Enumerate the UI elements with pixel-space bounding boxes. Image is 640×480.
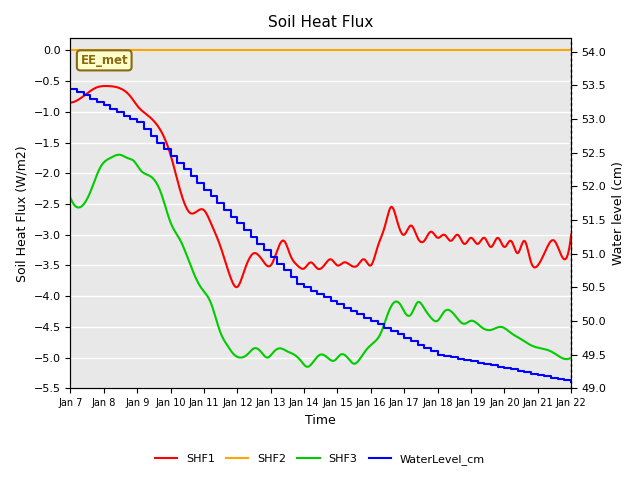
- Y-axis label: Water level (cm): Water level (cm): [612, 161, 625, 265]
- X-axis label: Time: Time: [305, 414, 336, 427]
- Title: Soil Heat Flux: Soil Heat Flux: [268, 15, 374, 30]
- Text: EE_met: EE_met: [81, 54, 128, 67]
- Y-axis label: Soil Heat Flux (W/m2): Soil Heat Flux (W/m2): [15, 145, 28, 282]
- Legend: SHF1, SHF2, SHF3, WaterLevel_cm: SHF1, SHF2, SHF3, WaterLevel_cm: [151, 450, 489, 469]
